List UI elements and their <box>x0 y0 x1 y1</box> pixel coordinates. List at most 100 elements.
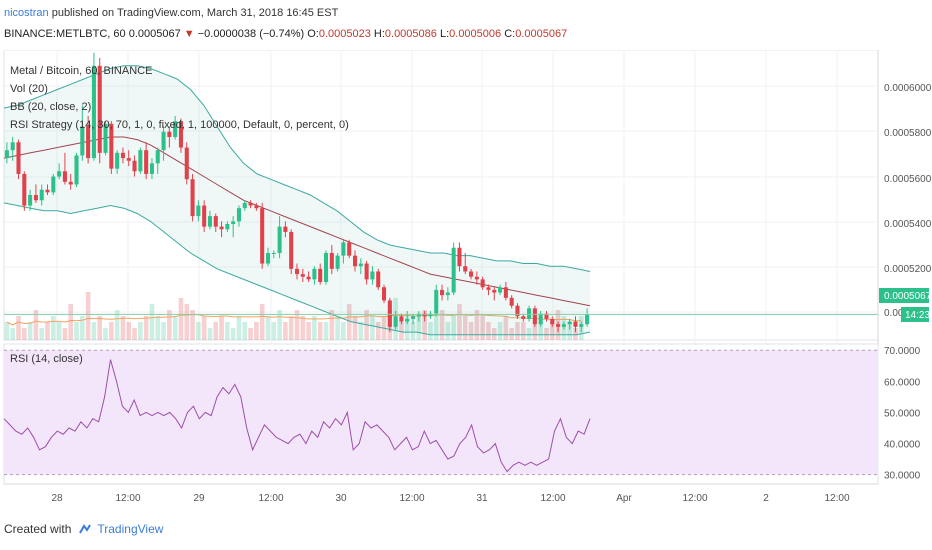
candle-body <box>126 158 131 161</box>
volume-bar <box>132 328 137 340</box>
volume-bar <box>277 310 282 340</box>
candle-body <box>202 205 207 227</box>
price-axis[interactable]: 0.0006000 0.0005800 0.0005600 0.0005400 … <box>877 50 932 484</box>
rsi-pane[interactable]: RSI (14, close) 70.0000 60.0000 50.0000 40.… <box>3 343 921 485</box>
created-with-label: Created with <box>4 522 72 536</box>
legend-bb: BB (20, close, 2) <box>10 101 91 113</box>
candle-body <box>219 226 224 230</box>
volume-bar <box>341 322 346 340</box>
candle-body <box>74 155 79 185</box>
volume-bar <box>358 322 364 340</box>
price-tick: 0.0006000 <box>884 83 932 94</box>
candle-body <box>556 324 561 327</box>
volume-bar <box>422 310 427 340</box>
volume-bar <box>375 322 381 340</box>
time-tick: 29 <box>193 493 205 504</box>
volume-bar <box>271 322 277 340</box>
author-link[interactable]: nicostran <box>4 7 49 19</box>
candle-body <box>120 152 125 159</box>
volume-bar <box>480 316 485 340</box>
candle-body <box>585 314 590 325</box>
candle-body <box>144 150 149 174</box>
candle-body <box>469 271 474 277</box>
volume-bar <box>312 316 317 340</box>
candle-body <box>451 247 456 293</box>
volume-bar <box>468 322 474 340</box>
candle-body <box>503 287 508 298</box>
candle-body <box>393 316 398 327</box>
candle-body <box>329 253 334 269</box>
volume-bar <box>265 316 271 340</box>
open-value: 0.0005023 <box>318 28 371 40</box>
candle-body <box>248 202 253 206</box>
volume-bar <box>404 316 410 340</box>
candle-body <box>347 242 352 256</box>
candle-body <box>567 321 572 325</box>
rsi-axis[interactable]: 70.0000 60.0000 50.0000 40.0000 30.0000 <box>884 346 921 481</box>
volume-bar <box>573 328 578 340</box>
candle-body <box>440 289 445 296</box>
volume-bar <box>103 328 108 340</box>
volume-bar <box>39 328 45 340</box>
candle-body <box>231 221 236 224</box>
volume-bar <box>167 310 172 340</box>
candle-body <box>550 318 555 325</box>
volume-bar <box>85 292 91 340</box>
time-tick: Apr <box>616 493 632 504</box>
candle-body <box>28 195 33 206</box>
price-tick: 0.0005800 <box>884 128 932 139</box>
candle-body <box>422 313 427 317</box>
candle-body <box>45 189 50 193</box>
volume-bar <box>335 316 340 340</box>
candle-body <box>358 263 363 267</box>
candle-body <box>521 316 526 319</box>
price-pane[interactable]: Metal / Bitcoin, 60, BINANCE Vol (20) BB… <box>3 50 932 484</box>
close-label: C: <box>504 28 516 40</box>
time-tick: 30 <box>335 493 347 504</box>
volume-bar <box>178 298 184 340</box>
volume-bar <box>462 316 468 340</box>
volume-bar <box>114 310 120 340</box>
candle-body <box>207 216 213 227</box>
volume-bar <box>491 328 497 340</box>
volume-bar <box>457 304 462 340</box>
candle-body <box>190 179 195 217</box>
time-axis[interactable]: 28 12:00 29 12:00 30 12:00 31 12:00 Apr 12:00 2 12:… <box>4 483 878 504</box>
last-price-badge <box>879 288 929 303</box>
candle-body <box>16 142 21 174</box>
volume-bar <box>486 322 491 340</box>
volume-bar <box>196 322 201 340</box>
candle-body <box>387 300 392 327</box>
time-tick: 12:00 <box>540 493 565 504</box>
ohlc-line: BINANCE:METLBTC, 60 0.0005067 ▼ −0.00000… <box>4 28 567 40</box>
candle-body <box>544 313 549 319</box>
legend-rsi-strategy: RSI Strategy (14, 30, 70, 1, 0, fixed, 1… <box>10 119 349 131</box>
volume-bar <box>62 328 68 340</box>
volume-bar <box>509 328 514 340</box>
volume-bar <box>329 310 335 340</box>
volume-bar <box>16 316 21 340</box>
volume-bar <box>91 322 97 340</box>
countdown-badge <box>901 307 929 322</box>
time-tick: 2 <box>763 493 769 504</box>
volume-bar <box>323 322 329 340</box>
candle-body <box>312 268 317 280</box>
tradingview-logo[interactable]: TradingView <box>77 522 163 536</box>
volume-bar <box>219 316 224 340</box>
candle-body <box>381 287 387 301</box>
volume-bars <box>4 292 584 340</box>
candle-body <box>51 176 56 193</box>
candle-body <box>260 208 265 264</box>
chart-area[interactable]: Metal / Bitcoin, 60, BINANCE Vol (20) BB… <box>0 50 932 518</box>
volume-bar <box>532 316 538 340</box>
price-tick: 0.0005200 <box>884 264 932 275</box>
candle-body <box>91 65 96 159</box>
candle-body <box>405 318 410 322</box>
candles <box>4 52 590 333</box>
price-tick: 0.0005600 <box>884 174 932 185</box>
candle-body <box>498 287 503 293</box>
volume-bar <box>433 316 439 340</box>
tradingview-brand: TradingView <box>97 522 164 536</box>
volume-bar <box>33 310 39 340</box>
time-tick: 12:00 <box>682 493 707 504</box>
